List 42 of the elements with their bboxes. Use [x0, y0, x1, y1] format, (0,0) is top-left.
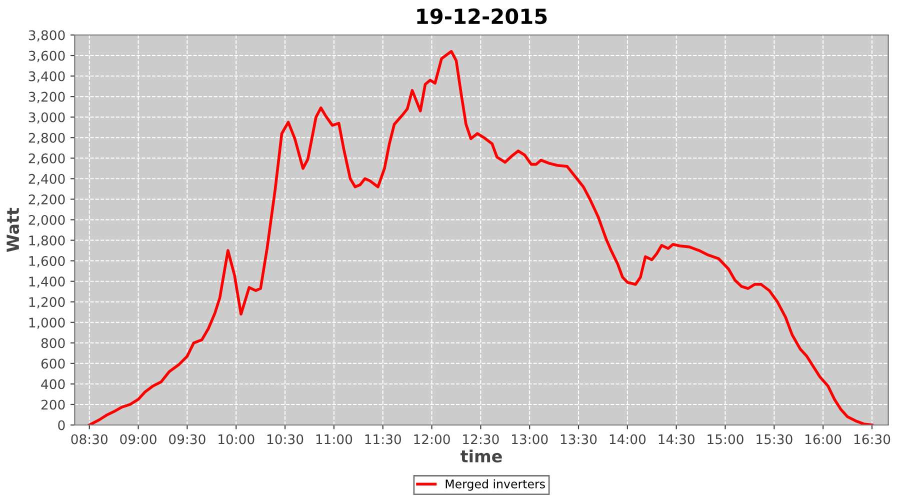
- y-tick-label: 1,800: [29, 235, 65, 247]
- y-tick-label: 3,000: [28, 112, 65, 124]
- chart-title: 19-12-2015: [417, 8, 547, 24]
- y-tick-label: 1,000: [29, 318, 65, 329]
- y-tick-label: 2,200: [28, 194, 65, 206]
- x-tick-label: 16:00: [806, 434, 842, 444]
- y-tick-label: 1,200: [29, 297, 65, 308]
- y-tick-label: 400: [41, 379, 65, 390]
- y-tick-label: 0: [58, 420, 65, 430]
- x-tick-label: 14:30: [658, 434, 694, 444]
- x-tick-label: 15:00: [708, 434, 744, 444]
- x-tick-label: 12:30: [463, 434, 499, 444]
- y-axis-title: Watt: [6, 208, 20, 252]
- y-tick-label: 2,600: [28, 153, 65, 165]
- x-tick-label: 13:30: [560, 434, 597, 444]
- line-series: [88, 50, 874, 425]
- legend-label: Merged inverters: [446, 479, 545, 491]
- x-tick-label: 09:00: [120, 434, 156, 444]
- x-tick-label: 12:00: [414, 434, 450, 444]
- y-tick-label: 800: [41, 338, 65, 348]
- y-tick-label: 2,000: [28, 214, 65, 226]
- y-tick-label: 2,400: [28, 174, 65, 186]
- x-tick-label: 14:00: [610, 434, 646, 444]
- x-tick-label: 13:00: [512, 434, 548, 444]
- y-tick-label: 2,800: [28, 132, 65, 144]
- y-tick-label: 3,400: [28, 71, 65, 83]
- x-axis-title: time: [460, 450, 502, 462]
- y-tick-label: 1,600: [29, 256, 65, 268]
- y-tick-label: 3,200: [28, 92, 65, 104]
- y-tick-label: 3,600: [28, 50, 65, 62]
- x-tick-label: 10:30: [267, 434, 304, 444]
- x-tick-label: 11:00: [316, 434, 352, 444]
- x-tick-label: 15:30: [756, 434, 792, 444]
- y-tick-label: 3,800: [28, 30, 65, 42]
- x-tick-label: 09:30: [169, 434, 206, 444]
- y-tick-label: 600: [41, 358, 65, 369]
- x-tick-label: 08:30: [71, 434, 108, 444]
- y-tick-label: 200: [41, 400, 65, 410]
- x-tick-label: 11:30: [365, 434, 401, 444]
- x-tick-label: 10:00: [218, 434, 254, 444]
- x-tick-label: 16:30: [854, 434, 890, 444]
- y-tick-label: 1,400: [29, 276, 65, 288]
